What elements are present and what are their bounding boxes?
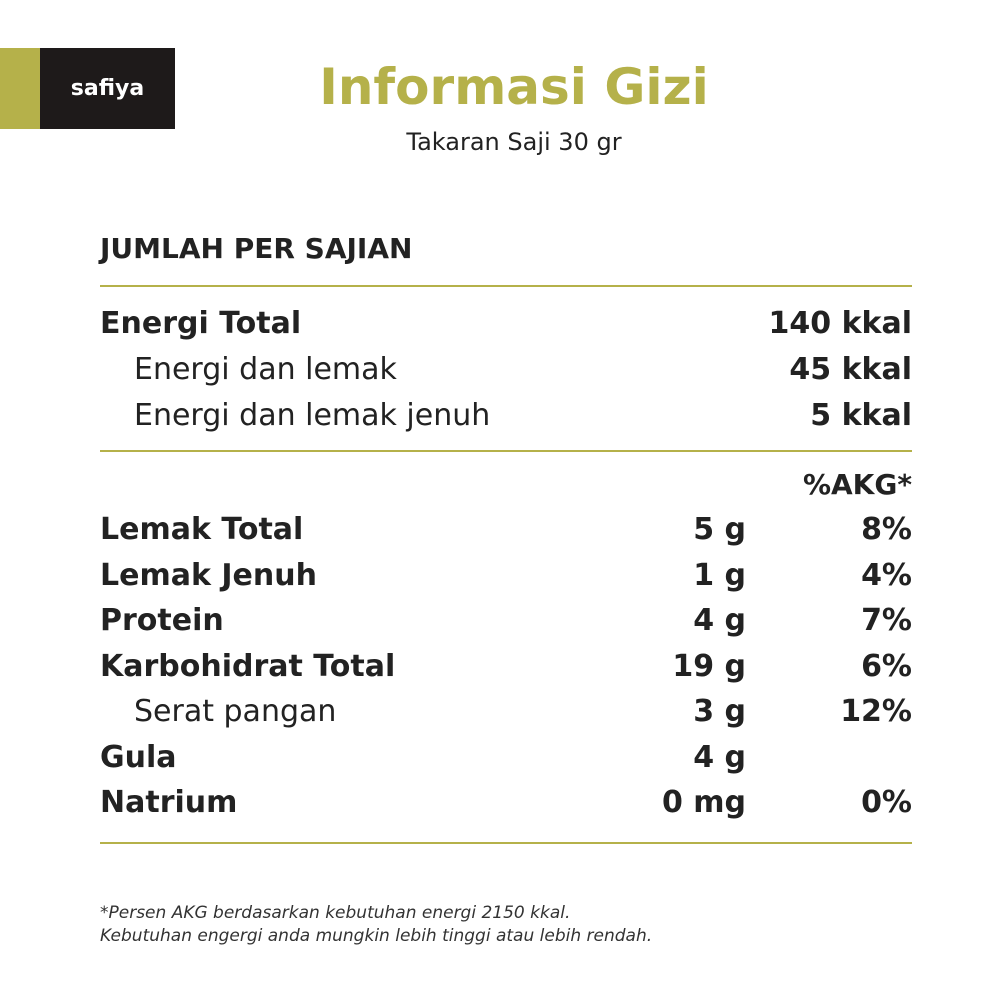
divider (100, 285, 912, 287)
nutrient-label: Serat pangan (134, 694, 337, 729)
footnote-line: *Persen AKG berdasarkan kebutuhan energi… (100, 903, 571, 923)
nutrient-amount: 5 g (693, 512, 746, 547)
nutrient-amount: 3 g (693, 694, 746, 729)
section-title: JUMLAH PER SAJIAN (100, 232, 413, 265)
nutrient-akg: 12% (840, 694, 912, 729)
nutrient-label: Karbohidrat Total (100, 648, 396, 684)
energy-label: Energi dan lemak (134, 352, 397, 387)
nutrient-akg: 7% (861, 603, 912, 638)
divider (100, 450, 912, 452)
nutrient-akg: 0% (861, 785, 912, 820)
nutrient-label: Natrium (100, 785, 238, 820)
nutrient-amount: 4 g (693, 603, 746, 638)
nutrient-akg: 4% (861, 557, 912, 593)
footnote: *Persen AKG berdasarkan kebutuhan energi… (100, 902, 652, 948)
accent-bar (0, 48, 40, 129)
nutrient-label: Lemak Jenuh (100, 557, 317, 593)
footnote-line: Kebutuhan engergi anda mungkin lebih tin… (100, 926, 653, 946)
nutrient-label: Gula (100, 739, 177, 775)
akg-header: %AKG* (802, 468, 912, 501)
nutrient-akg: 8% (861, 512, 912, 547)
subtitle: Takaran Saji 30 gr (406, 128, 622, 156)
energy-label: Energi Total (100, 306, 302, 341)
nutrient-label: Lemak Total (100, 512, 304, 547)
nutrient-amount: 1 g (693, 557, 746, 593)
divider (100, 842, 912, 844)
title: Informasi Gizi (319, 58, 709, 116)
nutrient-akg: 6% (861, 648, 912, 684)
nutrient-label: Protein (100, 603, 224, 638)
energy-label: Energi dan lemak jenuh (134, 398, 491, 433)
nutrient-amount: 19 g (672, 648, 746, 684)
nutrient-amount: 0 mg (661, 785, 746, 820)
nutrient-amount: 4 g (693, 739, 746, 775)
energy-value: 45 kkal (789, 352, 912, 387)
logo: safiya (40, 48, 175, 129)
energy-value: 5 kkal (810, 398, 912, 433)
energy-value: 140 kkal (768, 306, 913, 341)
